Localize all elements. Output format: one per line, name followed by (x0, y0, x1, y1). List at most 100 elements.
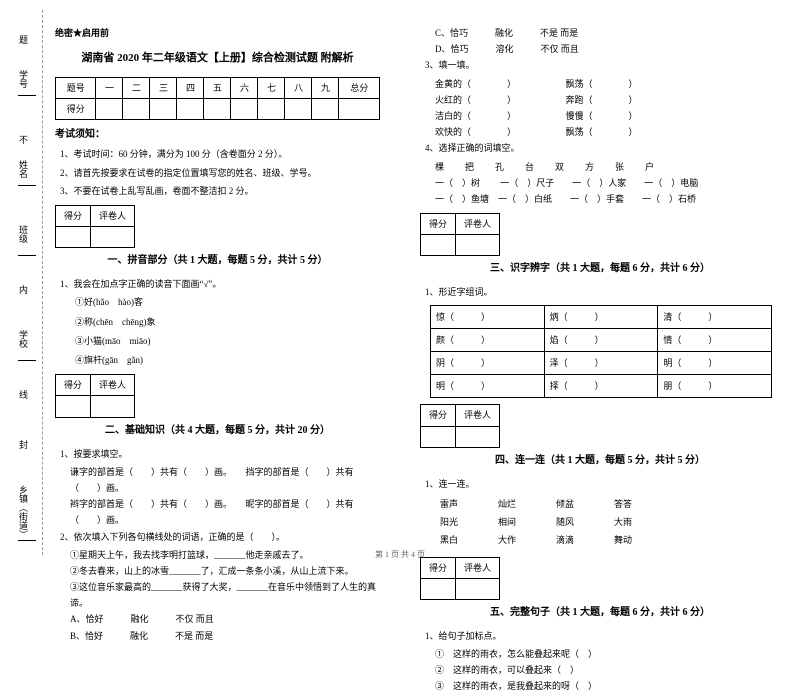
score-table: 题号 一 二 三 四 五 六 七 八 九 总分 得分 (55, 77, 380, 120)
notes-list: 1、考试时间：60 分钟，满分为 100 分（含卷面分 2 分）。 2、请首先按… (60, 146, 380, 199)
margin-xiangzhen: 乡镇（街道） (17, 485, 30, 539)
score-header: 四 (177, 77, 204, 98)
s1-q1: 1、我会在加点字正确的读音下面画“√”。 (60, 276, 380, 292)
word-cell: 泽（ ） (544, 352, 658, 375)
scorebox-defen: 得分 (56, 375, 91, 396)
note-item: 3、不要在试卷上乱写乱画，卷面不整洁扣 2 分。 (60, 183, 380, 199)
scorebox-pingjuan: 评卷人 (91, 205, 135, 226)
margin-banji: 班级 (17, 225, 30, 243)
margin-line (18, 255, 36, 256)
scorebox-pingjuan: 评卷人 (456, 557, 500, 578)
score-header: 六 (231, 77, 258, 98)
word-table: 惊（ ）炳（ ）清（ ） 颜（ ）焰（ ）情（ ） 阴（ ）泽（ ）明（ ） 明… (430, 305, 772, 399)
s1-item: ②称(chēn chēng)象 (75, 314, 380, 330)
score-header: 八 (285, 77, 312, 98)
scorebox: 得分评卷人 (420, 557, 500, 600)
section5-title: 五、完整句子（共 1 大题，每题 6 分，共计 6 分） (420, 604, 780, 622)
match-item: 大雨 (614, 514, 632, 530)
scorebox: 得分评卷人 (420, 404, 500, 447)
score-header: 总分 (339, 77, 380, 98)
word-cell: 情（ ） (658, 328, 772, 351)
margin-ti: 题 (17, 35, 30, 44)
score-header: 三 (150, 77, 177, 98)
s4-q1: 1、连一连。 (425, 476, 780, 492)
binding-margin: 题 学号 不 姓名 班级 内 学校 线 封 乡镇（街道） (12, 0, 42, 565)
match-item: 大作 (498, 532, 516, 548)
margin-line (18, 185, 36, 186)
s2-q3-line: 洁白的（ ） 慢慢（ ） (435, 108, 780, 124)
s2-q2: 2、依次填入下列各句横线处的词语，正确的是（ ）。 (60, 529, 380, 545)
s2-q2-opt: D、恰巧 溶化 不仅 而且 (435, 41, 780, 57)
s2-q4-line: 一（ ）鱼塘 一（ ）白纸 一（ ）手套 一（ ）石桥 (435, 191, 780, 207)
score-header: 题号 (56, 77, 96, 98)
match-item: 滴滴 (556, 532, 574, 548)
match-item: 倾盆 (556, 496, 574, 512)
s2-q2-line: ②冬去春来，山上的冰雪_______了，汇成一条条小溪，从山上流下来。 (70, 563, 380, 579)
s2-q4-top: 棵 把 孔 台 双 方 张 户 (435, 159, 780, 175)
s2-q3-line: 火红的（ ） 奔跑（ ） (435, 92, 780, 108)
margin-bu: 不 (17, 135, 30, 144)
word-cell: 炳（ ） (544, 305, 658, 328)
s5-line: ① 这样的雨衣，怎么能叠起来呢（ ） (435, 646, 780, 662)
word-cell: 朋（ ） (658, 375, 772, 398)
section2-title: 二、基础知识（共 4 大题，每题 5 分，共计 20 分） (55, 422, 380, 440)
score-row-label: 得分 (56, 99, 96, 120)
exam-title: 湖南省 2020 年二年级语文【上册】综合检测试题 附解析 (55, 49, 380, 69)
word-cell: 明（ ） (658, 352, 772, 375)
s2-q2-opt: B、恰好 融化 不是 而是 (70, 628, 380, 644)
score-header: 二 (123, 77, 150, 98)
fold-line (42, 10, 43, 555)
margin-nei: 内 (17, 285, 30, 294)
word-cell: 阴（ ） (431, 352, 545, 375)
score-header: 七 (258, 77, 285, 98)
match-item: 阳光 (440, 514, 458, 530)
section1-title: 一、拼音部分（共 1 大题，每题 5 分，共计 5 分） (55, 252, 380, 270)
scorebox-defen: 得分 (421, 557, 456, 578)
word-cell: 择（ ） (544, 375, 658, 398)
scorebox-pingjuan: 评卷人 (456, 405, 500, 426)
match-item: 雷声 (440, 496, 458, 512)
s2-q4-line: 一（ ）树 一（ ）尺子 一（ ）人家 一（ ）电脑 (435, 175, 780, 191)
s2-q2-line: ③这位音乐家最高的_______获得了大奖，_______在音乐中领悟到了人生的… (70, 579, 380, 611)
s2-q3-line: 欢快的（ ） 飘荡（ ） (435, 124, 780, 140)
scorebox: 得分评卷人 (55, 205, 135, 248)
section4-title: 四、连一连（共 1 大题，每题 5 分，共计 5 分） (420, 452, 780, 470)
scorebox: 得分评卷人 (420, 213, 500, 256)
s2-q4: 4、选择正确的词填空。 (425, 140, 780, 156)
scorebox: 得分评卷人 (55, 374, 135, 417)
s2-q2-opt: A、恰好 融化 不仅 而且 (70, 611, 380, 627)
s5-q1: 1、给句子加标点。 (425, 628, 780, 644)
score-header: 五 (204, 77, 231, 98)
s2-q1: 1、按要求填空。 (60, 446, 380, 462)
s1-item: ①好(hǎo hào)客 (75, 294, 380, 310)
margin-line (18, 95, 36, 96)
score-header: 九 (312, 77, 339, 98)
note-item: 2、请首先按要求在试卷的指定位置填写您的姓名、班级、学号。 (60, 165, 380, 181)
scorebox-pingjuan: 评卷人 (91, 375, 135, 396)
s2-q3: 3、填一填。 (425, 57, 780, 73)
margin-xuehao: 学号 (17, 70, 30, 88)
word-cell: 惊（ ） (431, 305, 545, 328)
match-columns: 雷声 阳光 黑白 灿烂 相间 大作 倾盆 随风 滴滴 答答 大雨 舞动 (440, 494, 780, 551)
scorebox-defen: 得分 (56, 205, 91, 226)
match-item: 黑白 (440, 532, 458, 548)
s1-item: ④旗杆(gān gǎn) (75, 352, 380, 368)
s1-item: ③小猫(māo miāo) (75, 333, 380, 349)
word-cell: 清（ ） (658, 305, 772, 328)
s3-q1: 1、形近字组词。 (425, 284, 780, 300)
margin-xuexiao: 学校 (17, 330, 30, 348)
notes-head: 考试须知： (55, 126, 380, 144)
match-item: 舞动 (614, 532, 632, 548)
margin-xian: 线 (17, 390, 30, 399)
note-item: 1、考试时间：60 分钟，满分为 100 分（含卷面分 2 分）。 (60, 146, 380, 162)
margin-xingming: 姓名 (17, 160, 30, 178)
right-column: C、恰巧 融化 不是 而是 D、恰巧 溶化 不仅 而且 3、填一填。 金黄的（ … (400, 0, 800, 565)
s2-q1-line: 辫字的部首是（ ）共有（ ）画。 昵字的部首是（ ）共有（ ）画。 (70, 496, 380, 528)
match-item: 灿烂 (498, 496, 516, 512)
match-item: 随风 (556, 514, 574, 530)
secret-label: 绝密★启用前 (55, 25, 380, 41)
word-cell: 焰（ ） (544, 328, 658, 351)
margin-line (18, 540, 36, 541)
match-item: 答答 (614, 496, 632, 512)
s5-line: ③ 这样的雨衣，是我叠起来的呀（ ） (435, 678, 780, 694)
